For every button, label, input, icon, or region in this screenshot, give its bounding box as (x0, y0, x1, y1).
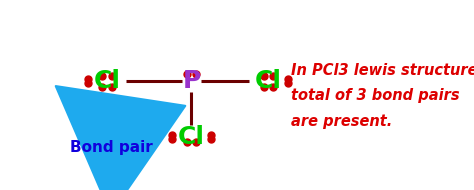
Text: Cl: Cl (93, 69, 120, 93)
Text: Cl: Cl (178, 125, 205, 149)
Text: Cl: Cl (255, 69, 282, 93)
Text: Bond pair: Bond pair (70, 140, 153, 155)
Text: P: P (182, 69, 201, 93)
Text: are present.: are present. (291, 114, 392, 129)
Text: total of 3 bond pairs: total of 3 bond pairs (291, 89, 459, 103)
Text: In PCl3 lewis structure,: In PCl3 lewis structure, (291, 63, 474, 78)
